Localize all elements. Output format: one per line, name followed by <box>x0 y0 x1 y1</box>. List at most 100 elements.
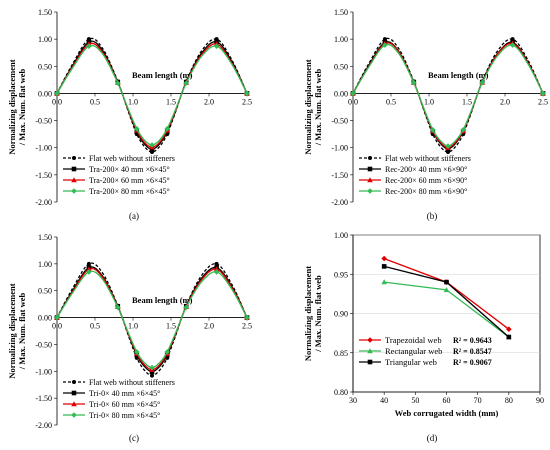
x-tick-label: 0.5 <box>90 322 100 331</box>
legend-marker <box>367 188 373 194</box>
x-tick-label: 0.0 <box>52 322 62 331</box>
y-axis-title-line-2: / Max. Num. flat web <box>313 275 323 353</box>
y-tick-label: -1.00 <box>331 144 348 153</box>
y-tick-label: 1.00 <box>38 260 52 269</box>
data-point <box>115 80 121 86</box>
x-tick-label: 2.5 <box>242 97 252 106</box>
series-4 <box>54 269 250 371</box>
data-point <box>244 314 250 321</box>
data-point <box>445 143 451 149</box>
data-point <box>149 142 155 148</box>
chart-panel-1: 1.50 1.00 0.50 0.00 -0.50 -1.00 -1.50 -2.00 0.0 0… <box>7 8 252 221</box>
data-point <box>150 373 154 378</box>
legend: Flat web without stiffeners Tra-200× 40 m… <box>63 154 175 196</box>
y-tick-label: 0.00 <box>38 89 52 98</box>
series-3 <box>350 40 546 150</box>
series-3 <box>381 264 512 340</box>
series-line <box>56 44 248 146</box>
x-tick-label: 1.0 <box>128 322 138 331</box>
series-3 <box>54 41 250 150</box>
y-tick-label: 1.00 <box>38 35 52 44</box>
y-axis-title: Normalizing displacement <box>303 59 313 154</box>
data-point <box>54 314 60 321</box>
x-tick-label: 70 <box>474 396 482 405</box>
y-axis-title: Normalizing displacement <box>7 59 17 154</box>
y-tick-label: -1.50 <box>35 171 52 180</box>
x-tick-label: 60 <box>443 396 451 405</box>
y-tick-label: 0.85 <box>334 349 348 358</box>
series-line <box>56 270 248 369</box>
data-point <box>381 255 387 262</box>
series-1 <box>351 37 545 155</box>
data-point <box>479 79 485 86</box>
legend-marker <box>367 177 373 183</box>
data-point <box>86 43 92 49</box>
data-point <box>213 43 220 49</box>
series-line <box>56 42 248 148</box>
y-tick-label: 0.50 <box>38 287 52 296</box>
legend-marker <box>367 348 373 354</box>
data-point <box>460 127 466 133</box>
data-point <box>509 42 516 48</box>
legend-marker <box>72 380 76 384</box>
data-point <box>164 125 170 132</box>
legend-label: Triangular web <box>385 357 437 367</box>
series-4 <box>54 43 250 148</box>
y-tick-label: -0.50 <box>331 117 348 126</box>
legend-r2: R² = 0.8547 <box>453 347 492 356</box>
data-point <box>134 125 140 132</box>
data-point <box>540 90 546 97</box>
x-tick-label: 90 <box>536 396 544 405</box>
y-tick-label: -1.00 <box>35 367 52 376</box>
panel-caption: (b) <box>427 211 438 221</box>
data-point <box>350 90 356 97</box>
series-line <box>56 37 248 153</box>
x-tick-label: 0.5 <box>90 97 100 106</box>
series-line <box>384 265 510 338</box>
x-tick-label: 0.0 <box>348 97 358 106</box>
data-point <box>381 264 387 269</box>
x-axis-title: Beam length (m) <box>132 295 193 305</box>
y-tick-label: 1.50 <box>334 8 348 17</box>
y-tick-label: -0.50 <box>35 117 52 126</box>
series-line <box>56 40 248 150</box>
x-tick-label: 50 <box>411 396 419 405</box>
legend-label: Rec-200× 80 mm ×6×90° <box>385 187 467 196</box>
y-tick-label: 0.50 <box>334 62 348 71</box>
data-point <box>86 266 92 272</box>
x-axis-title: Beam length (m) <box>428 70 489 80</box>
data-point <box>134 349 140 355</box>
series-line <box>352 37 544 153</box>
y-axis-title-line-2: / Max. Num. flat web <box>313 68 323 146</box>
y-tick-label: 1.50 <box>38 233 52 242</box>
x-axis-title: Beam length (m) <box>132 70 193 80</box>
legend-label: Tra-200× 40 mm ×6×45° <box>89 165 170 174</box>
legend-marker <box>71 390 77 396</box>
legend-marker <box>367 166 373 172</box>
y-tick-label: -2.00 <box>35 421 52 430</box>
legend-label: Tri-0× 80 mm ×6×45° <box>89 411 160 420</box>
y-tick-label: -1.50 <box>331 171 348 180</box>
x-tick-label: 2.0 <box>204 322 214 331</box>
legend-marker <box>367 359 373 365</box>
legend-label: Flat web without stiffeners <box>385 154 471 163</box>
y-axis-title: Normalizing displacement <box>303 266 313 361</box>
panel-caption: (d) <box>427 433 438 443</box>
legend-marker <box>72 156 76 160</box>
legend-label: Tra-200× 80 mm ×6×45° <box>89 187 170 196</box>
legend-label: Rectangular web <box>385 346 442 356</box>
series-line <box>56 267 248 371</box>
legend-marker <box>71 166 77 172</box>
legend: Flat web without stiffeners Rec-200× 40 m… <box>359 154 471 196</box>
chart-panel-2: 1.50 1.00 0.50 0.00 -0.50 -1.00 -1.50 -2.00 0.0 0… <box>303 8 548 221</box>
legend-marker <box>367 337 373 343</box>
legend-label: Tri-0× 40 mm ×6×45° <box>89 389 160 398</box>
panel-caption: (c) <box>129 433 139 443</box>
x-tick-label: 2.0 <box>500 97 510 106</box>
y-tick-label: -1.00 <box>35 144 52 153</box>
chart-panel-3: 1.50 1.00 0.50 0.00 -0.50 -1.00 -1.50 -2.00 0.0 0… <box>7 233 252 443</box>
legend-marker <box>368 156 372 160</box>
x-tick-label: 2.5 <box>538 97 548 106</box>
